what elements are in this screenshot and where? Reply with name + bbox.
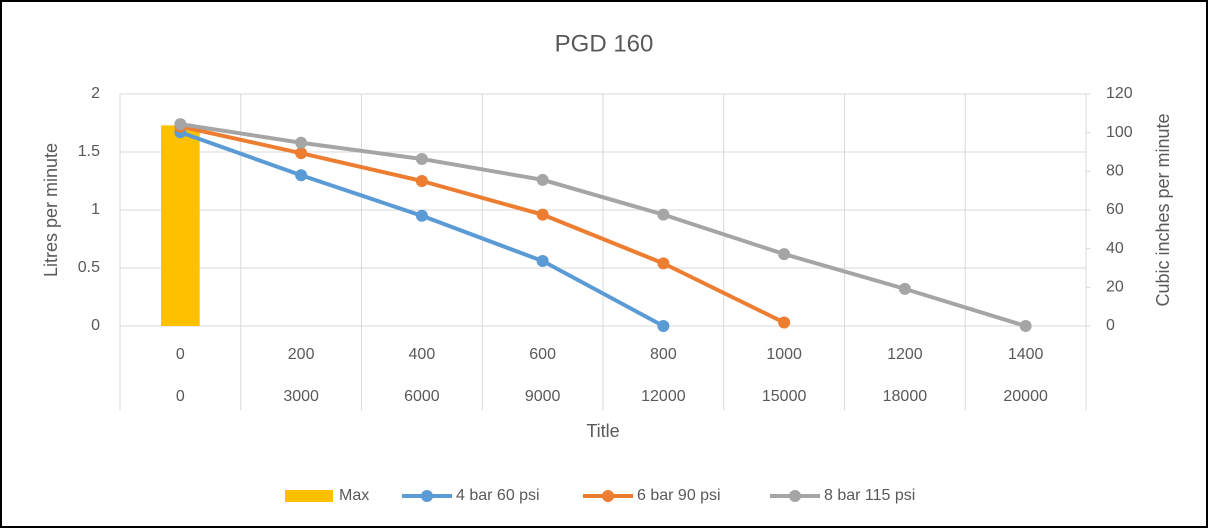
- x-group-label: 20000: [1003, 388, 1048, 405]
- x-group-label: 6000: [404, 388, 440, 405]
- marker: [536, 208, 549, 221]
- marker: [415, 209, 428, 222]
- x-tick-label: 1200: [887, 346, 923, 363]
- line: [180, 122, 1027, 328]
- marker: [295, 136, 308, 149]
- marker: [415, 175, 428, 187]
- bar: [161, 125, 200, 326]
- x-group-label: 18000: [883, 388, 928, 405]
- marker: [657, 208, 670, 221]
- x-group-label: 12000: [641, 388, 686, 405]
- legend-label: 8 bar 115 psi: [824, 487, 915, 504]
- x-group-label: 0: [176, 388, 185, 405]
- y2-tick-label: 80: [1106, 163, 1124, 180]
- marker: [415, 152, 428, 165]
- legend-swatch: [285, 490, 333, 502]
- marker: [778, 248, 791, 261]
- legend-marker: [789, 490, 801, 502]
- chart-title: PGD 160: [555, 30, 654, 57]
- y2-tick-label: 40: [1106, 240, 1124, 257]
- marker: [1019, 320, 1032, 332]
- x-tick-label: 1000: [766, 346, 802, 363]
- marker: [536, 173, 549, 186]
- marker: [295, 147, 308, 160]
- marker: [898, 282, 911, 295]
- y2-tick-label: 60: [1106, 201, 1124, 218]
- marker: [536, 255, 549, 268]
- x-axis-title: Title: [586, 421, 619, 441]
- legend-label: 6 bar 90 psi: [637, 487, 721, 504]
- y-tick-label: 0: [91, 317, 100, 334]
- y2-tick-label: 100: [1106, 124, 1133, 141]
- x-tick-label: 1400: [1008, 346, 1044, 363]
- x-tick-label: 0: [176, 346, 185, 363]
- marker: [174, 118, 187, 131]
- y-axis-title: Litres per minute: [41, 143, 61, 277]
- y2-tick-label: 20: [1106, 279, 1124, 296]
- x-tick-label: 800: [650, 346, 677, 363]
- marker: [295, 169, 308, 182]
- y2-axis-title: Cubic inches per minute: [1153, 113, 1173, 306]
- line: [179, 124, 786, 325]
- x-group-label: 15000: [762, 388, 807, 405]
- x-group-label: 3000: [283, 388, 319, 405]
- legend-label: 4 bar 60 psi: [456, 487, 540, 504]
- y2-tick-label: 120: [1106, 85, 1133, 102]
- x-tick-label: 600: [529, 346, 556, 363]
- y2-tick-label: 0: [1106, 317, 1115, 334]
- y-tick-label: 1: [91, 201, 100, 218]
- x-group-label: 9000: [525, 388, 561, 405]
- x-tick-label: 200: [288, 346, 315, 363]
- legend-label: Max: [339, 487, 369, 504]
- marker: [778, 316, 791, 329]
- x-tick-label: 400: [409, 346, 436, 363]
- y-tick-label: 2: [91, 85, 100, 102]
- marker: [657, 320, 670, 332]
- marker: [657, 257, 670, 270]
- legend-marker: [602, 490, 614, 502]
- legend-marker: [421, 490, 433, 502]
- y-tick-label: 0.5: [78, 259, 100, 276]
- y-tick-label: 1.5: [78, 143, 100, 160]
